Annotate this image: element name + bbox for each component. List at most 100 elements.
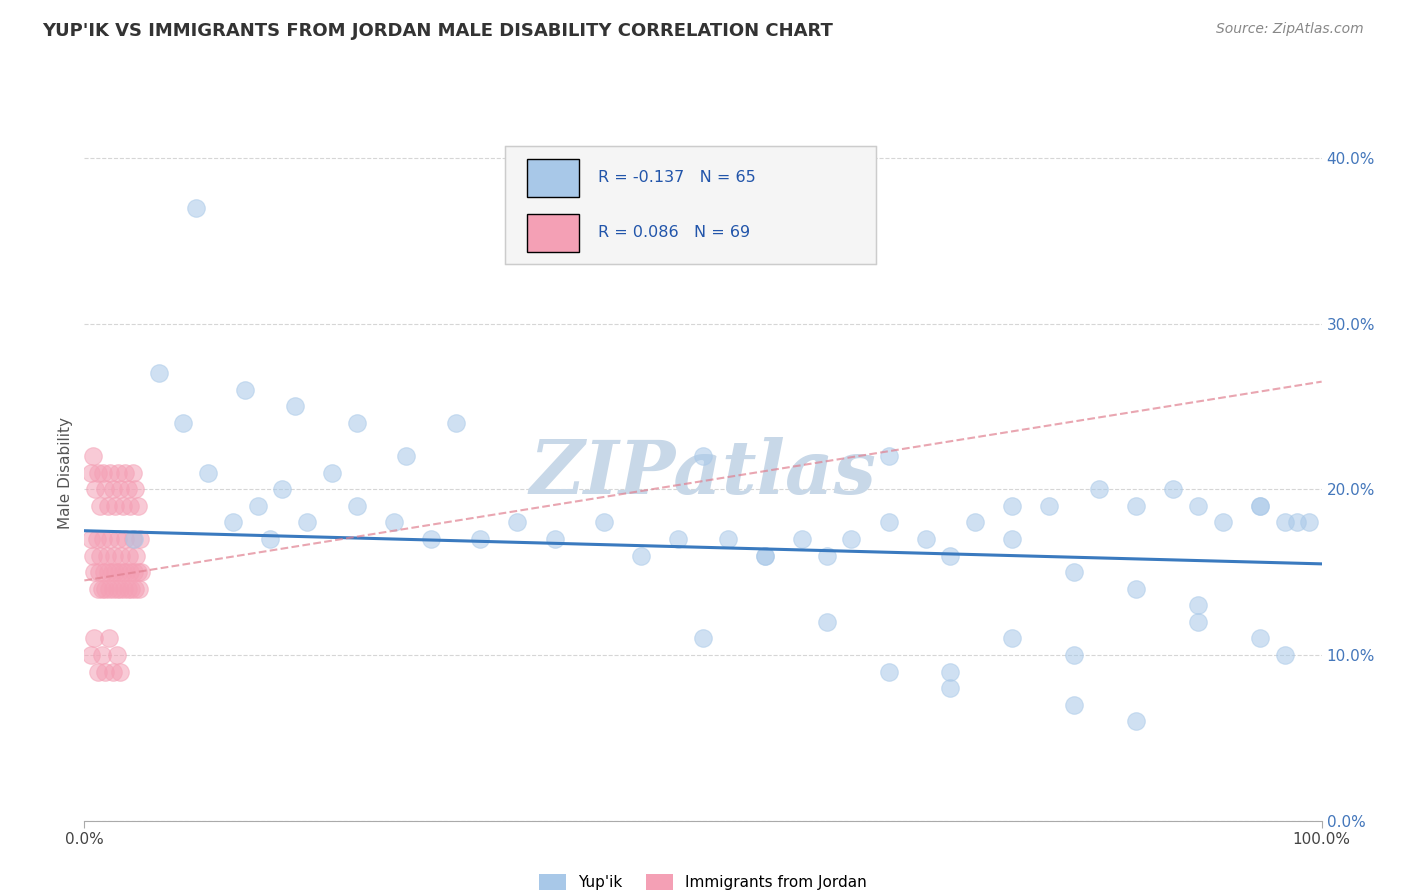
Point — [79, 648, 101, 662]
Point — [125, 549, 148, 563]
Point — [103, 549, 125, 563]
Point — [1298, 516, 1320, 530]
Point — [94, 665, 117, 679]
Point — [93, 565, 115, 579]
Point — [82, 549, 104, 563]
Point — [94, 483, 117, 497]
Point — [1274, 516, 1296, 530]
Point — [111, 499, 134, 513]
Legend: Yup'ik, Immigrants from Jordan: Yup'ik, Immigrants from Jordan — [533, 868, 873, 892]
Point — [1125, 582, 1147, 596]
Point — [97, 499, 120, 513]
Point — [630, 549, 652, 563]
Text: Source: ZipAtlas.com: Source: ZipAtlas.com — [1216, 22, 1364, 37]
Point — [114, 466, 136, 480]
Point — [1063, 698, 1085, 712]
Point — [1187, 599, 1209, 613]
Point — [1274, 648, 1296, 662]
Point — [104, 499, 127, 513]
Point — [89, 549, 111, 563]
Point — [117, 483, 139, 497]
Point — [101, 483, 124, 497]
Point — [87, 665, 110, 679]
Point — [197, 466, 219, 480]
Point — [914, 532, 936, 546]
Point — [105, 582, 128, 596]
Point — [128, 582, 150, 596]
Point — [506, 516, 529, 530]
Point — [108, 565, 131, 579]
Point — [815, 615, 838, 629]
Point — [1249, 632, 1271, 646]
Point — [877, 449, 900, 463]
Point — [395, 449, 418, 463]
Point — [120, 582, 142, 596]
Point — [1125, 499, 1147, 513]
Point — [419, 532, 441, 546]
Point — [122, 565, 145, 579]
Y-axis label: Male Disability: Male Disability — [58, 417, 73, 529]
Point — [118, 549, 141, 563]
Point — [129, 532, 152, 546]
Point — [1001, 499, 1024, 513]
Point — [79, 532, 101, 546]
Point — [246, 499, 269, 513]
Point — [84, 483, 107, 497]
Point — [101, 665, 124, 679]
Point — [172, 416, 194, 430]
Point — [98, 582, 121, 596]
Point — [1187, 499, 1209, 513]
Point — [129, 565, 152, 579]
Point — [127, 499, 149, 513]
Point — [110, 582, 132, 596]
Point — [1249, 499, 1271, 513]
Point — [321, 466, 343, 480]
Point — [939, 681, 962, 695]
Point — [593, 516, 616, 530]
Point — [107, 532, 129, 546]
Point — [83, 632, 105, 646]
Point — [110, 483, 132, 497]
Point — [1187, 615, 1209, 629]
Point — [79, 466, 101, 480]
Point — [124, 483, 146, 497]
Point — [1063, 648, 1085, 662]
Point — [444, 416, 467, 430]
Point — [89, 565, 111, 579]
Text: YUP'IK VS IMMIGRANTS FROM JORDAN MALE DISABILITY CORRELATION CHART: YUP'IK VS IMMIGRANTS FROM JORDAN MALE DI… — [42, 22, 832, 40]
Point — [470, 532, 492, 546]
Point — [1285, 516, 1308, 530]
Point — [124, 582, 146, 596]
Point — [1001, 532, 1024, 546]
Point — [815, 549, 838, 563]
Point — [111, 565, 134, 579]
Point — [1038, 499, 1060, 513]
Point — [841, 532, 863, 546]
Point — [717, 532, 740, 546]
Point — [83, 565, 105, 579]
Point — [1088, 483, 1111, 497]
Point — [96, 549, 118, 563]
Point — [877, 516, 900, 530]
Point — [115, 565, 138, 579]
Text: ZIPatlas: ZIPatlas — [530, 436, 876, 509]
Point — [666, 532, 689, 546]
Point — [222, 516, 245, 530]
Point — [97, 565, 120, 579]
Point — [121, 466, 143, 480]
Point — [692, 449, 714, 463]
Point — [87, 466, 110, 480]
Point — [284, 400, 307, 414]
Point — [1161, 483, 1184, 497]
Point — [117, 582, 139, 596]
Point — [939, 665, 962, 679]
Point — [120, 565, 142, 579]
Point — [1063, 565, 1085, 579]
Point — [112, 582, 135, 596]
Point — [91, 466, 114, 480]
Point — [271, 483, 294, 497]
Point — [98, 632, 121, 646]
Point — [89, 499, 111, 513]
Point — [110, 665, 132, 679]
Point — [98, 466, 121, 480]
